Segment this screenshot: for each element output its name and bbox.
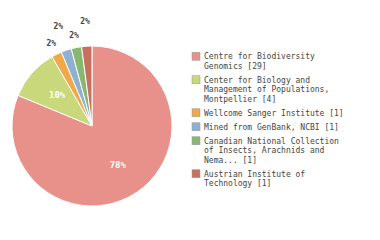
data-label: 10% — [49, 90, 66, 100]
slice — [71, 47, 92, 126]
data-label: 2% — [53, 22, 63, 31]
legend-label: Wellcome Sanger Institute [1] — [204, 109, 344, 118]
legend-label: Center for Biology andManagement of Popu… — [204, 76, 329, 104]
legend-label: Austrian Institute ofTechnology [1] — [204, 170, 305, 189]
legend-swatch — [192, 123, 200, 131]
legend-label: Canadian National Collectionof Insects, … — [204, 137, 339, 165]
legend-label: Centre for BiodiversityGenomics [29] — [204, 52, 315, 71]
chart: 78%10%2%2%2%2%Centre for BiodiversityGen… — [0, 0, 380, 240]
slice — [82, 46, 92, 126]
legend-swatch — [192, 137, 200, 145]
data-label: 78% — [110, 160, 127, 170]
legend-swatch — [192, 170, 200, 178]
legend-label: Mined from GenBank, NCBI [1] — [204, 123, 339, 132]
data-label: 2% — [46, 39, 56, 48]
legend-swatch — [192, 52, 200, 60]
legend-swatch — [192, 76, 200, 84]
slice — [12, 46, 172, 206]
slices — [12, 46, 172, 206]
legend-swatch — [192, 109, 200, 117]
slice-labels: 78%10%2%2%2%2% — [46, 17, 126, 170]
data-label: 2% — [69, 31, 79, 40]
data-label: 2% — [80, 17, 90, 26]
legend: Centre for BiodiversityGenomics [29] Cent… — [192, 52, 344, 188]
